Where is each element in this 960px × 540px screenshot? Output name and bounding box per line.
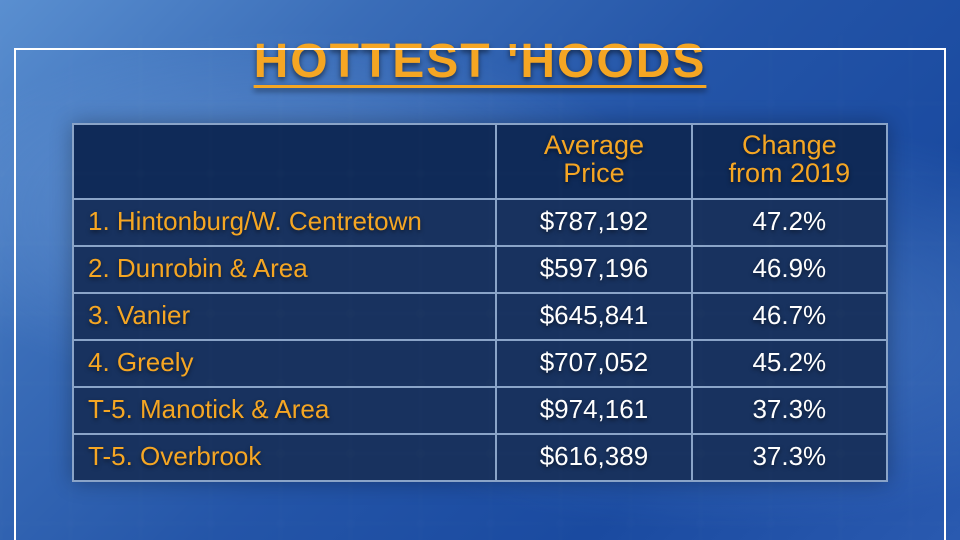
outer-frame [14,48,946,540]
